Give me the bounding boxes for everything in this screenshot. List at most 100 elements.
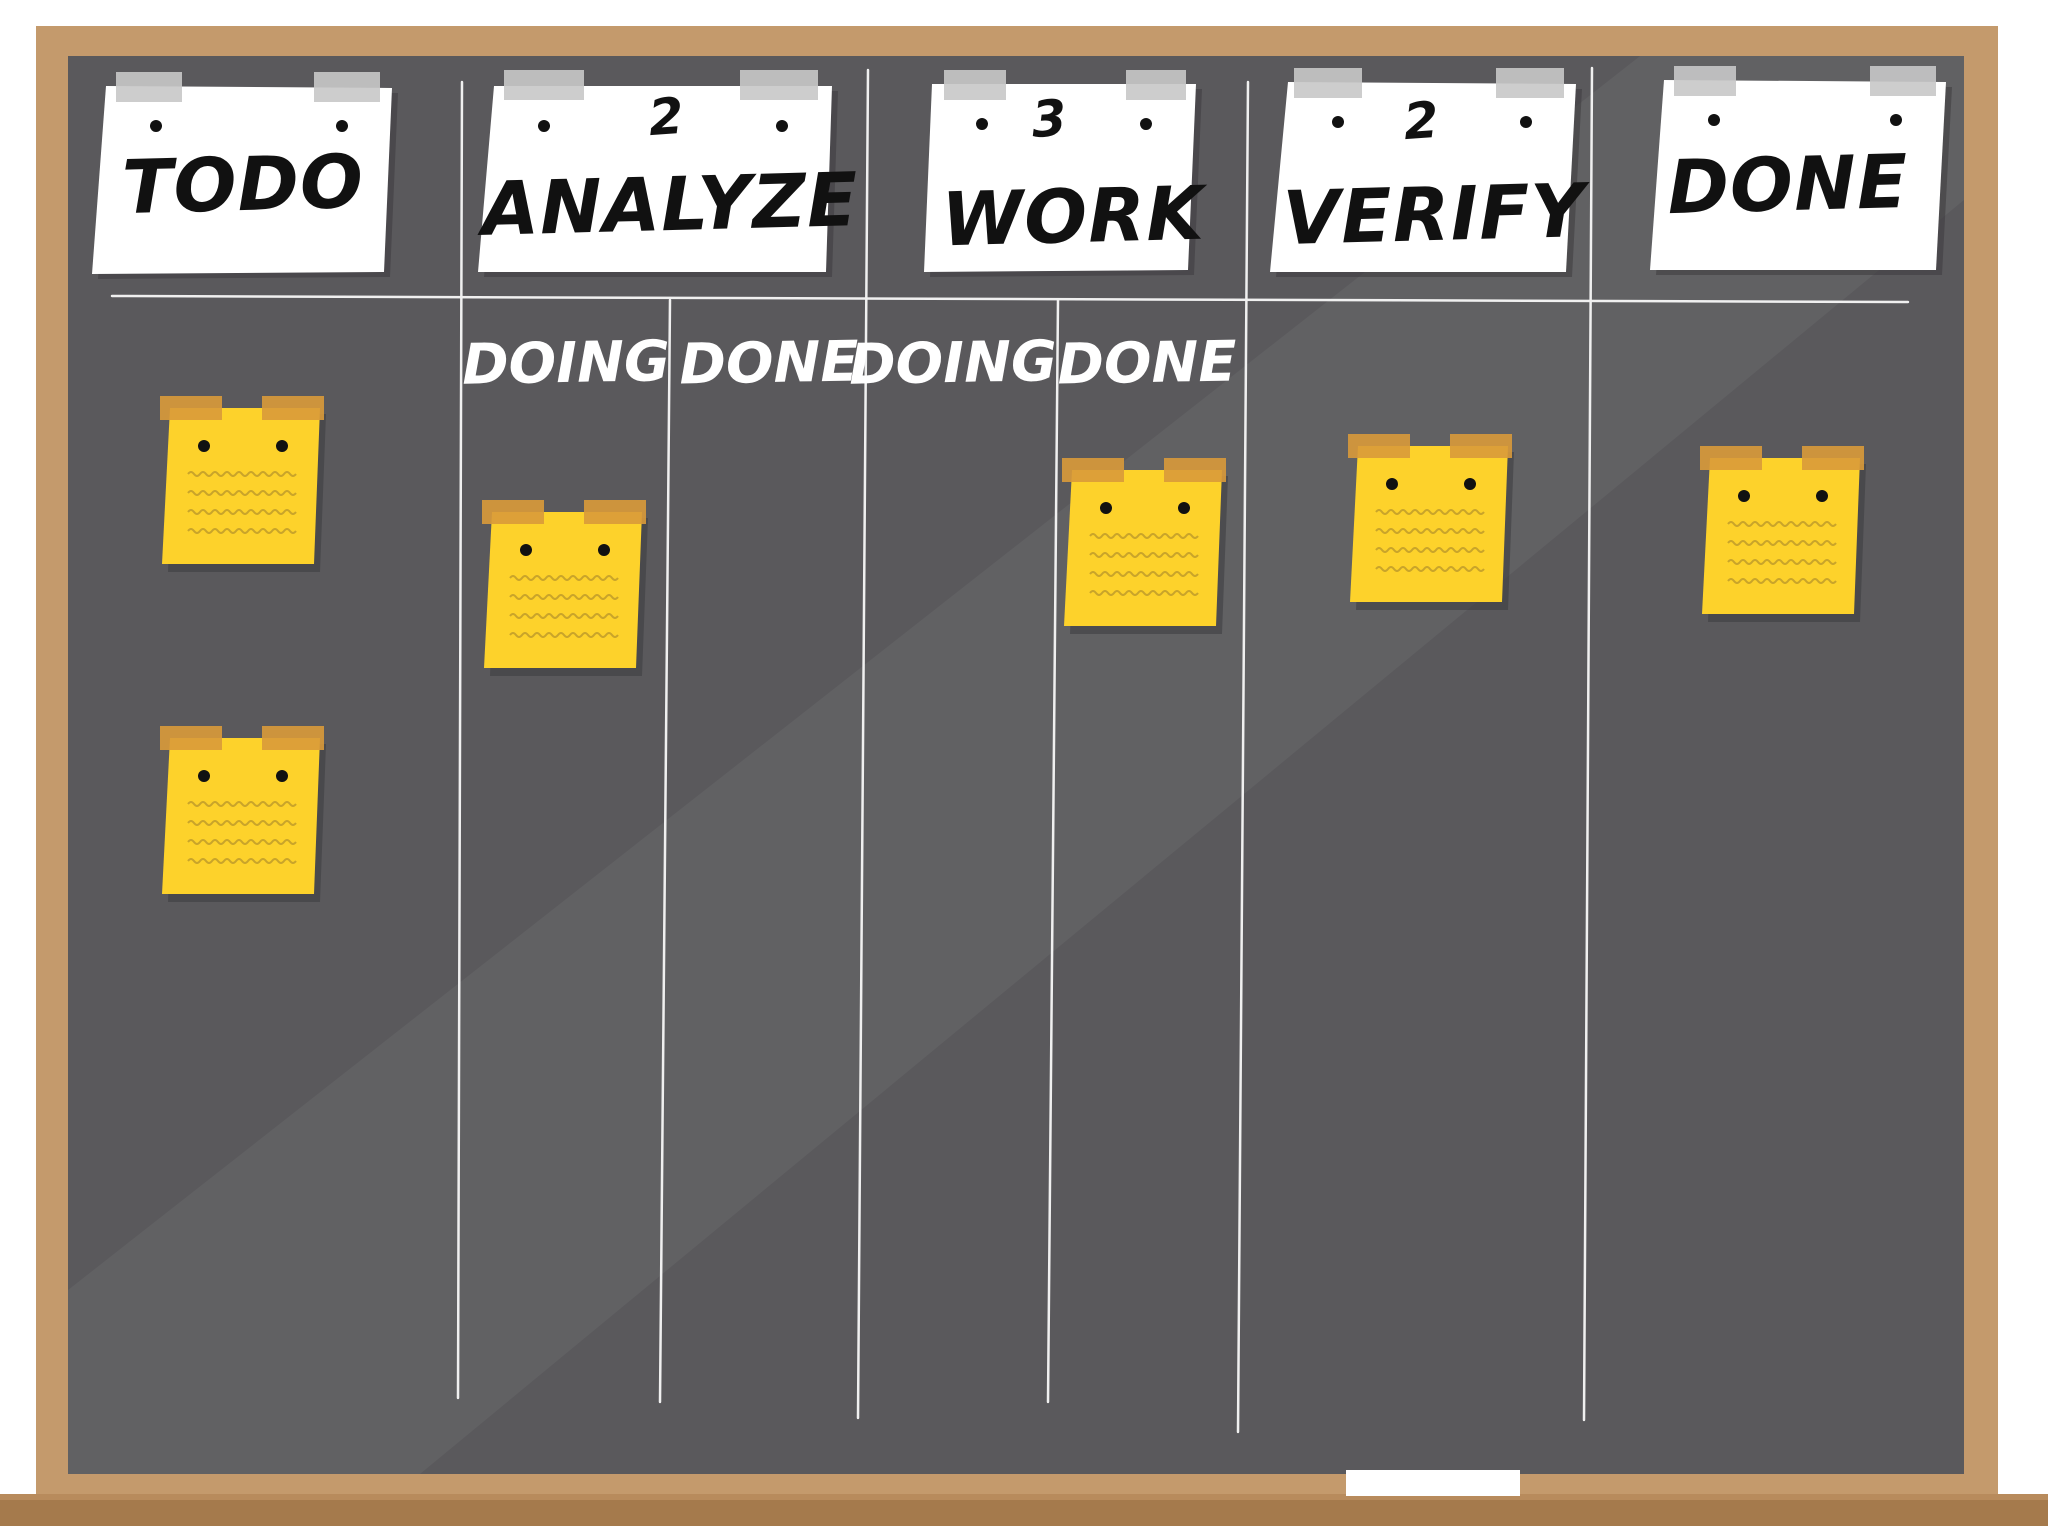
note-scribble [187, 820, 297, 826]
sticky-notes [160, 396, 1866, 902]
pin-hole-icon [336, 120, 348, 132]
pin-hole-icon [1386, 478, 1398, 490]
header-card-done [1650, 66, 1952, 275]
note-scribble [1089, 552, 1199, 558]
column-divider-2 [856, 68, 870, 1420]
note-scribble [1375, 566, 1485, 572]
pin-hole-icon [1708, 114, 1720, 126]
note-scribble [1375, 509, 1485, 515]
note-paper [162, 738, 320, 894]
chalk-ledge-highlight [0, 1494, 2048, 1500]
tape-icon [1802, 446, 1864, 470]
pin-hole-icon [276, 440, 288, 452]
tape-icon [1126, 70, 1186, 100]
pin-hole-icon [538, 120, 550, 132]
note-paper [1064, 470, 1222, 626]
tape-icon [1700, 446, 1762, 470]
paper-card [92, 86, 392, 274]
chalk-icon [1346, 1470, 1520, 1496]
note-scribble [1089, 533, 1199, 539]
pin-hole-icon [276, 770, 288, 782]
note-scribble [1375, 547, 1485, 553]
column-title-done: DONE [1666, 138, 1910, 232]
pin-hole-icon [598, 544, 610, 556]
sticky-note-icon [160, 726, 326, 902]
column-divider-4 [1582, 66, 1594, 1422]
sticky-note-icon [1348, 434, 1514, 610]
note-paper [1350, 446, 1508, 602]
tape-icon [1674, 66, 1736, 96]
work-sub-divider [1046, 298, 1060, 1404]
tape-icon [504, 70, 584, 100]
note-paper [1702, 458, 1860, 614]
tape-icon [1496, 68, 1564, 98]
pin-hole-icon [1100, 502, 1112, 514]
pin-hole-icon [1520, 116, 1532, 128]
column-divider-3 [1236, 80, 1250, 1434]
note-scribble [509, 594, 619, 600]
note-scribble [509, 632, 619, 638]
column-title-todo: TODO [121, 138, 365, 232]
tape-icon [1450, 434, 1512, 458]
wip-limit-verify: 2 [1401, 90, 1441, 152]
tape-icon [944, 70, 1006, 100]
paper-card [478, 86, 832, 272]
sticky-note-icon [1062, 458, 1228, 634]
pin-hole-icon [150, 120, 162, 132]
tape-icon [116, 72, 182, 102]
column-divider-1 [456, 80, 464, 1400]
pin-hole-icon [1816, 490, 1828, 502]
wip-limit-analyze: 2 [646, 86, 686, 148]
analyze-done-heading: DONE [678, 329, 860, 398]
tape-icon [262, 396, 324, 420]
tape-icon [1164, 458, 1226, 482]
pin-hole-icon [1890, 114, 1902, 126]
wip-limit-work: 3 [1029, 88, 1069, 150]
pin-hole-icon [1178, 502, 1190, 514]
note-scribble [187, 509, 297, 515]
glare-reflection [68, 56, 1964, 1474]
note-scribble [1727, 521, 1837, 527]
tape-icon [1348, 434, 1410, 458]
note-scribble [1727, 559, 1837, 565]
chalk-lines [110, 66, 1910, 1434]
note-scribble [187, 839, 297, 845]
tape-icon [1062, 458, 1124, 482]
pin-hole-icon [1464, 478, 1476, 490]
paper-card [924, 84, 1196, 272]
column-title-work: WORK [940, 170, 1206, 264]
sticky-note-icon [160, 396, 326, 572]
chalkboard-surface [68, 56, 1964, 1474]
tape-icon [314, 72, 380, 102]
pin-hole-icon [198, 440, 210, 452]
header-cards [92, 66, 1952, 279]
note-scribble [1089, 590, 1199, 596]
pin-hole-icon [776, 120, 788, 132]
tape-icon [482, 500, 544, 524]
note-scribble [1089, 571, 1199, 577]
pin-hole-icon [1140, 118, 1152, 130]
paper-card [1270, 82, 1576, 272]
sticky-note-icon [482, 500, 648, 676]
header-card-verify [1270, 68, 1582, 277]
analyze-doing-heading: DOING [461, 329, 671, 398]
note-scribble [187, 858, 297, 864]
note-scribble [1727, 578, 1837, 584]
column-title-analyze: ANALYZE [480, 157, 860, 253]
pin-hole-icon [1332, 116, 1344, 128]
note-scribble [187, 528, 297, 534]
tape-icon [1870, 66, 1936, 96]
note-paper [162, 408, 320, 564]
analyze-sub-divider [658, 298, 672, 1404]
tape-icon [160, 726, 222, 750]
header-divider [110, 294, 1910, 304]
note-scribble [187, 471, 297, 477]
header-card-work [924, 70, 1202, 277]
sticky-note-icon [1700, 446, 1866, 622]
pin-hole-icon [198, 770, 210, 782]
pin-hole-icon [976, 118, 988, 130]
pin-hole-icon [520, 544, 532, 556]
tape-icon [1294, 68, 1362, 98]
